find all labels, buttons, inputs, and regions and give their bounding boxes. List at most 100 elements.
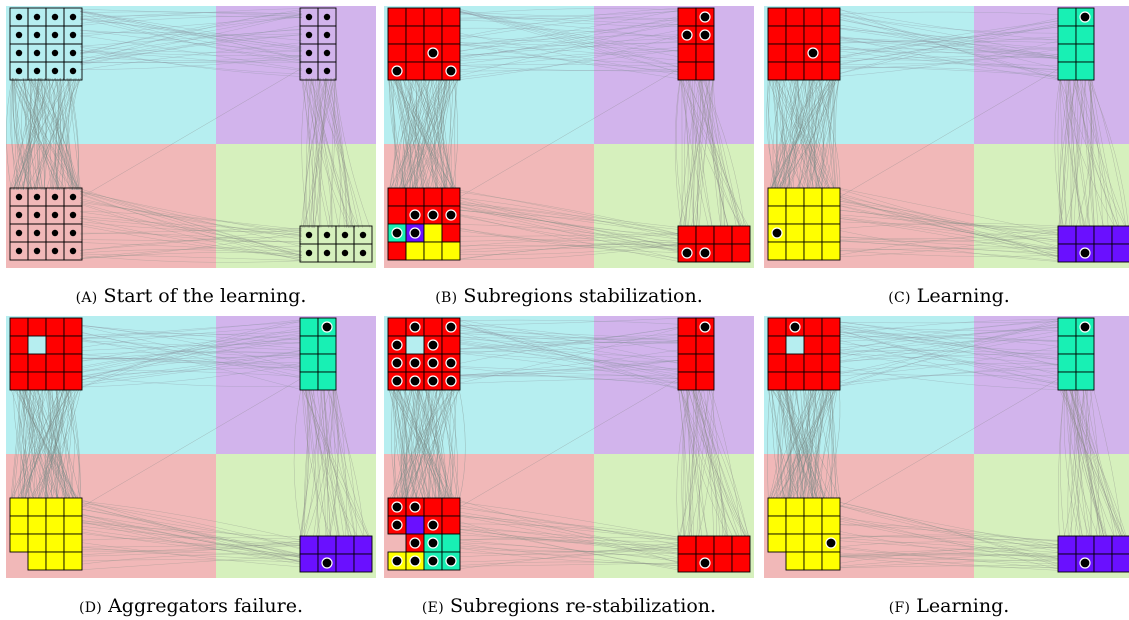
connection-line [79,550,303,557]
connection-line [390,77,406,191]
network-diagram [6,6,376,268]
connection-line [79,320,303,382]
connection-line [399,77,443,191]
connection-line [837,40,1061,57]
connection-line [800,387,812,501]
region-purple [216,316,376,454]
connection-line [837,326,1061,361]
network-diagram [764,6,1129,268]
connection-line [814,77,825,191]
connection-line [413,387,454,501]
grid-cell [785,515,805,535]
connection-line [79,59,303,63]
connection-line [79,16,303,37]
connection-line [457,230,681,246]
connection-line [79,319,303,388]
connection-line [79,11,303,18]
connection-line [79,500,303,541]
grid-cell [9,533,29,553]
connection-line [457,234,681,242]
connection-line [693,77,701,229]
grid-cell [803,335,823,355]
connection-line [457,46,681,61]
connection-line [396,387,449,501]
node-dot [409,321,421,333]
grid-cell [803,61,823,81]
connection-line [79,232,303,245]
connection-line [310,387,326,539]
connection-line [837,534,1061,542]
connection-line [427,387,451,501]
connection-line [79,338,303,368]
connection-line [457,319,681,325]
connection-line [837,196,1061,252]
connection-line [304,77,335,229]
grid-cell [63,551,83,571]
caption-c-label: (C) [888,290,911,306]
connection-line [837,38,1061,59]
connection-line [787,77,832,191]
connection-line [454,77,457,191]
connection-line [837,524,1061,543]
connection-line [837,44,1061,70]
connection-line [778,387,814,501]
connection-line [457,341,681,350]
connection-line [837,26,1061,43]
connection-line [784,387,794,501]
connection-line [837,340,1061,355]
node-dot [391,555,403,567]
connection-line [335,387,347,539]
connection-line [772,77,787,191]
grid-cell [821,515,841,535]
connection-line [25,77,72,191]
panel-b [384,6,754,268]
connection-line [443,77,454,191]
grid-cell [317,335,337,355]
connection-line [79,325,303,377]
node-dot [445,321,457,333]
grid-cell [785,533,805,553]
connection-line [457,359,681,378]
grid-cell [767,533,787,553]
node-dot [699,321,711,333]
connection-line [676,77,687,229]
connection-line [837,24,1061,79]
connection-line [814,387,825,501]
connection-line [837,321,1061,367]
grid-cell [317,371,337,391]
connection-line [457,20,681,77]
connection-line [48,77,77,191]
connection-line [413,387,446,501]
connection-line [1059,387,1128,539]
connection-line [457,520,681,569]
connection-line [771,77,821,191]
connection-line [815,387,825,501]
connection-line [23,387,76,501]
connection-line [457,34,681,46]
connection-line [320,387,332,539]
connection-line [411,77,442,191]
grid-cell [423,223,443,243]
connection-line [457,319,681,364]
grid-cell [1111,243,1129,263]
connection-line [773,77,832,191]
connection-line [402,77,446,191]
grid-bottom-left [387,187,461,261]
node-dot [391,357,403,369]
connection-line [457,324,681,371]
connection-line [79,29,303,60]
connection-line [457,240,681,248]
connection-line [79,508,303,545]
grid-cell [387,7,407,27]
connection-line [790,77,801,191]
connection-line [394,387,399,501]
grid-cell [1075,371,1095,391]
connection-line [457,329,681,344]
connection-line [457,245,681,253]
connection-line [837,518,1061,559]
connection-line [837,368,1061,387]
node-dot [699,11,711,23]
grid-cell [387,241,407,261]
connection-line [457,332,681,375]
connection-line [827,387,833,501]
